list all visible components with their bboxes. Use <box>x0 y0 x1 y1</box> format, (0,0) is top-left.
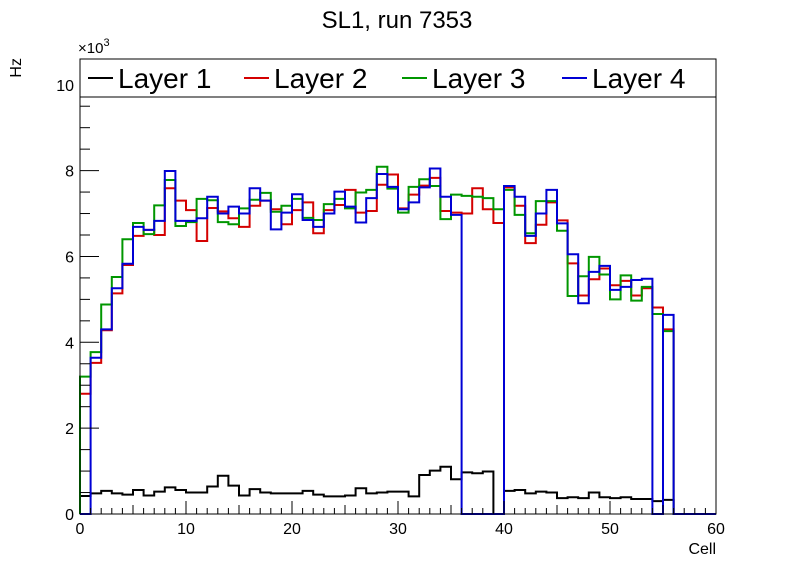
x-tick-label: 0 <box>76 521 85 538</box>
y-tick-label: 2 <box>65 421 74 438</box>
legend-entry-layer-4: Layer 4 <box>562 63 685 94</box>
series-line-layer-4 <box>80 167 716 515</box>
legend-box <box>79 58 717 98</box>
x-axis-label: Cell <box>688 541 716 558</box>
legend-label: Layer 1 <box>118 63 211 94</box>
y-tick-label: 10 <box>56 78 74 95</box>
y-tick-label: 8 <box>65 164 74 181</box>
y-multiplier: ×103 <box>78 37 110 57</box>
x-tick-label: 10 <box>177 521 195 538</box>
y-axis-label: Hz <box>8 58 25 78</box>
axes: 0 10 20 30 40 50 60 0 2 4 6 8 10 <box>56 62 725 538</box>
x-tick-label: 60 <box>707 521 725 538</box>
y-tick-label: 0 <box>65 507 74 524</box>
x-tick-label: 20 <box>283 521 301 538</box>
plot-area <box>79 165 716 515</box>
x-tick-label: 30 <box>389 521 407 538</box>
legend: Layer 1 Layer 2 Layer 3 Layer 4 <box>79 58 717 98</box>
y-multiplier-base: ×10 <box>78 40 103 57</box>
legend-entry-layer-3: Layer 3 <box>402 63 525 94</box>
series-line-layer-3 <box>79 165 716 515</box>
y-tick-label: 4 <box>65 335 74 352</box>
legend-entry-layer-1: Layer 1 <box>88 63 211 94</box>
y-tick-label: 6 <box>65 249 74 266</box>
legend-label: Layer 3 <box>432 63 525 94</box>
series-line-layer-1 <box>79 465 716 515</box>
legend-label: Layer 2 <box>274 63 367 94</box>
chart-title: SL1, run 7353 <box>322 7 473 34</box>
x-tick-label: 40 <box>495 521 513 538</box>
y-multiplier-exponent: 3 <box>103 37 109 49</box>
x-tick-label: 50 <box>601 521 619 538</box>
legend-entry-layer-2: Layer 2 <box>244 63 367 94</box>
legend-label: Layer 4 <box>592 63 685 94</box>
